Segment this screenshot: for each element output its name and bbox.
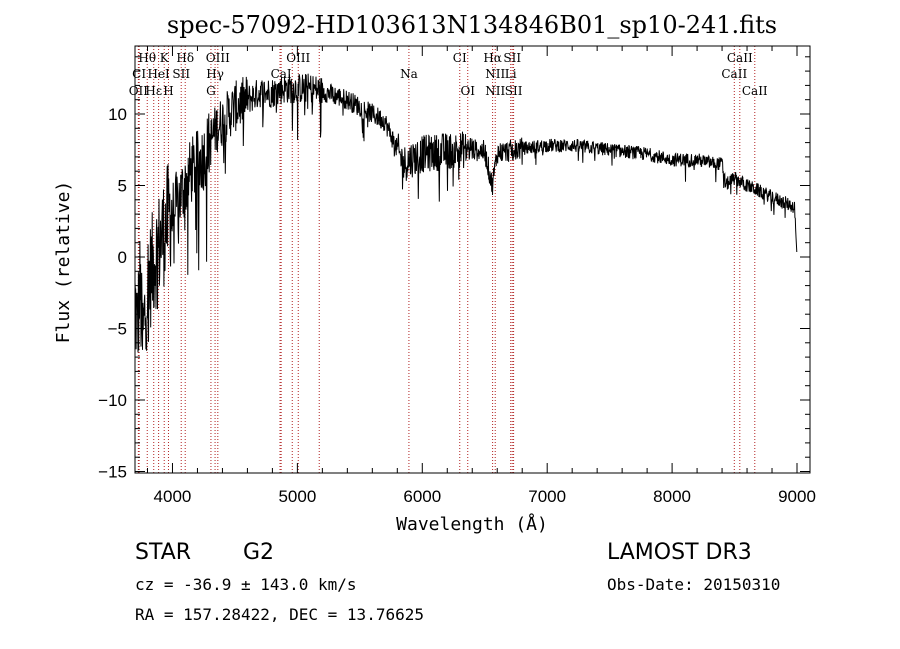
y-tick-label: 5 — [118, 177, 127, 196]
spectral-line-label: K — [160, 51, 170, 65]
spectral-line-label: Hδ — [176, 51, 194, 65]
spectral-line-label: SII — [172, 67, 190, 81]
spectral-line-label: SII — [503, 51, 521, 65]
spectral-line-label: NII — [485, 67, 505, 81]
spectral-line-label: OII — [129, 84, 149, 98]
x-axis-ticks: 4000 5000 6000 7000 8000 9000 — [146, 46, 816, 506]
spectral-line-label: OI — [460, 84, 475, 98]
redshift-text: cz = -36.9 ± 143.0 km/s — [135, 575, 357, 594]
obs-date-text: Obs-Date: 20150310 — [607, 575, 781, 594]
survey-name: LAMOST DR3 — [607, 540, 752, 565]
object-subclass: G2 — [243, 540, 275, 565]
spectral-line-label: CaI — [271, 67, 292, 81]
spectral-line-label: Hγ — [206, 67, 224, 81]
spectral-line-label: H — [163, 84, 173, 98]
spectral-line-label: Li — [505, 67, 517, 81]
x-axis-label: Wavelength (Å) — [396, 513, 548, 535]
x-tick-label: 8000 — [653, 487, 691, 506]
spectral-line-label: OIII — [286, 51, 310, 65]
object-class: STAR — [135, 540, 192, 565]
spectral-line-markers — [137, 46, 756, 473]
x-tick-label: 5000 — [278, 487, 316, 506]
spectral-line-label: Na — [400, 67, 418, 81]
spectral-line-label: OIII — [206, 51, 230, 65]
spectral-line-label: Hε — [145, 84, 162, 98]
y-axis-label: Flux (relative) — [53, 181, 74, 344]
spectral-line-label: SII — [505, 84, 523, 98]
spectral-line-label: CaII — [727, 51, 753, 65]
spectral-line-label: CI — [132, 67, 146, 81]
spectral-line-label: NII — [485, 84, 505, 98]
x-tick-label: 4000 — [154, 487, 192, 506]
spectral-line-label: CaII — [721, 67, 747, 81]
chart-title: spec-57092-HD103613N134846B01_sp10-241.f… — [167, 11, 777, 39]
x-tick-label: 6000 — [403, 487, 441, 506]
x-tick-label: 7000 — [528, 487, 566, 506]
spectral-line-label: Hθ — [138, 51, 156, 65]
spectrum-series-line — [134, 73, 798, 353]
spectral-line-label: Hα — [483, 51, 502, 65]
coords-text: RA = 157.28422, DEC = 13.76625 — [135, 605, 424, 624]
y-axis-ticks: −15 −10 −5 0 5 10 — [98, 56, 810, 482]
y-tick-label: −10 — [98, 391, 127, 410]
spectral-line-label: CI — [453, 51, 467, 65]
y-tick-label: −5 — [108, 320, 127, 339]
y-tick-label: 0 — [118, 248, 127, 267]
y-tick-label: −15 — [98, 463, 127, 482]
spectral-line-label: HeI — [147, 67, 170, 81]
x-tick-label: 9000 — [778, 487, 816, 506]
spectral-line-label: CaII — [742, 84, 768, 98]
spectral-line-label: G — [206, 84, 216, 98]
y-tick-label: 10 — [108, 105, 127, 124]
